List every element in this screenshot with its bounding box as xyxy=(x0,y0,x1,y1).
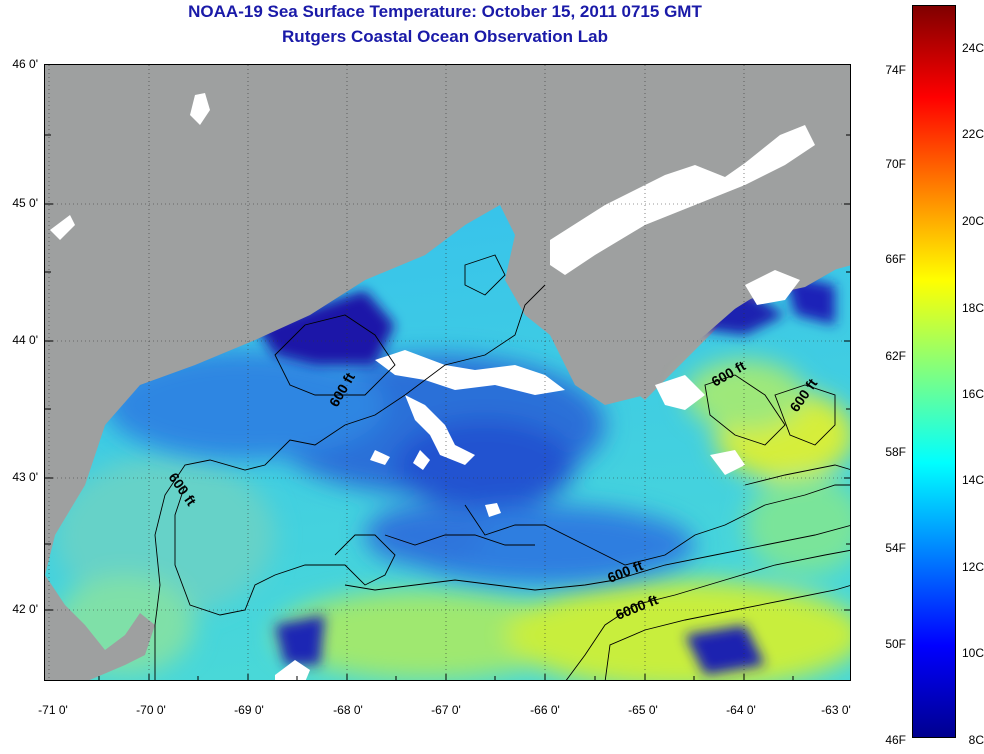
colorbar-label-46f: 46F xyxy=(885,733,906,747)
land-cape-cod xyxy=(45,575,155,680)
colorbar-label-66f: 66F xyxy=(885,252,906,266)
latitude-label-42: 42 0' xyxy=(12,602,38,616)
map-title: NOAA-19 Sea Surface Temperature: October… xyxy=(188,2,702,21)
sst-map: 600 ft 600 ft 600 ft 600 ft 600 ft 6000 … xyxy=(44,64,851,681)
colorbar-label-58f: 58F xyxy=(885,445,906,459)
warm-water-patches xyxy=(55,360,850,680)
longitude-label-64: -64 0' xyxy=(726,703,756,717)
colorbar-label-24c: 24C xyxy=(961,41,984,55)
map-subtitle: Rutgers Coastal Ocean Observation Lab xyxy=(282,27,608,46)
bathymetry-contours xyxy=(154,254,850,680)
cloud-cover xyxy=(50,93,815,680)
graticule xyxy=(45,65,850,680)
colorbar-label-14c: 14C xyxy=(961,473,984,487)
colorbar-label-20c: 20C xyxy=(961,214,984,228)
colorbar-label-70f: 70F xyxy=(885,157,906,171)
longitude-label-65: -65 0' xyxy=(628,703,658,717)
colorbar-label-62f: 62F xyxy=(885,349,906,363)
colorbar-label-18c: 18C xyxy=(961,301,984,315)
colorbar-label-16c: 16C xyxy=(961,387,984,401)
longitude-label-66: -66 0' xyxy=(530,703,560,717)
colorbar-label-8c: 8C xyxy=(968,733,984,747)
longitude-label-69: -69 0' xyxy=(234,703,264,717)
colorbar-label-54f: 54F xyxy=(885,541,906,555)
axis-ticks xyxy=(45,134,850,680)
latitude-label-43: 43 0' xyxy=(12,470,38,484)
longitude-label-63: -63 0' xyxy=(821,703,851,717)
colorbar-label-12c: 12C xyxy=(961,560,984,574)
longitude-label-67: -67 0' xyxy=(431,703,461,717)
colorbar-label-22c: 22C xyxy=(961,127,984,141)
colorbar-label-74f: 74F xyxy=(885,63,906,77)
longitude-label-71: -71 0' xyxy=(38,703,68,717)
longitude-label-70: -70 0' xyxy=(136,703,166,717)
latitude-label-46: 46 0' xyxy=(12,57,38,71)
land-nova-scotia xyxy=(531,151,850,395)
colorbar-label-50f: 50F xyxy=(885,637,906,651)
colorbar-label-10c: 10C xyxy=(961,646,984,660)
latitude-label-45: 45 0' xyxy=(12,196,38,210)
latitude-label-44: 44 0' xyxy=(12,333,38,347)
sst-map-canvas: 600 ft 600 ft 600 ft 600 ft 600 ft 6000 … xyxy=(45,65,850,680)
temperature-colorbar xyxy=(912,5,956,738)
longitude-label-68: -68 0' xyxy=(333,703,363,717)
